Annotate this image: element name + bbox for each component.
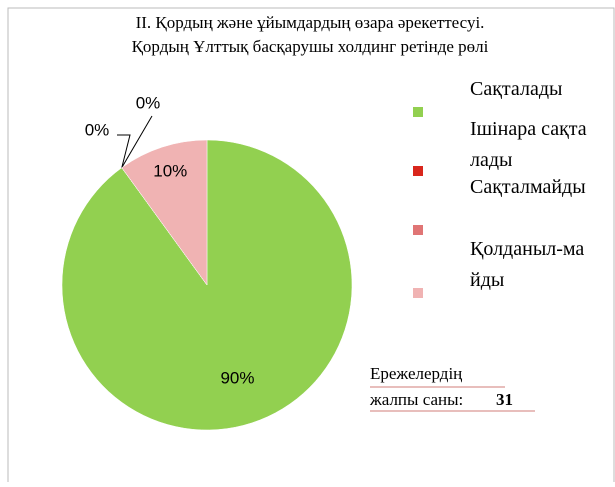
legend-marker [413, 225, 423, 235]
chart-title: II. Қордың және ұйымдардың өзара әрекетт… [136, 13, 485, 32]
legend-marker [413, 166, 423, 176]
legend-marker [413, 288, 423, 298]
legend-label: Сақталмайды [470, 176, 586, 198]
note-total: 31 [496, 390, 513, 409]
legend-item: Сақталады [470, 78, 563, 100]
legend-label: Сақталады [470, 78, 563, 100]
leader-line [121, 115, 153, 168]
legend-item: Сақталмайды [470, 176, 586, 198]
note-text: Ережелердің жалпы саны: [369, 364, 463, 409]
data-label: 0% [136, 93, 161, 112]
legend-marker [413, 107, 423, 117]
chart-title: Қордың Ұлттық басқарушы холдинг ретінде … [132, 37, 489, 56]
legend-label: Ішінара сақталады [470, 118, 587, 171]
pie-slice [121, 139, 208, 286]
legend-label: Қолданыл-майды [470, 238, 585, 291]
leader-line [117, 134, 131, 168]
data-label: 10% [153, 161, 187, 180]
data-label: 90% [220, 368, 254, 387]
legend-item: Қолданыл-майды [470, 238, 585, 291]
legend-item: Ішінара сақталады [470, 118, 587, 171]
data-label: 0% [85, 120, 110, 139]
